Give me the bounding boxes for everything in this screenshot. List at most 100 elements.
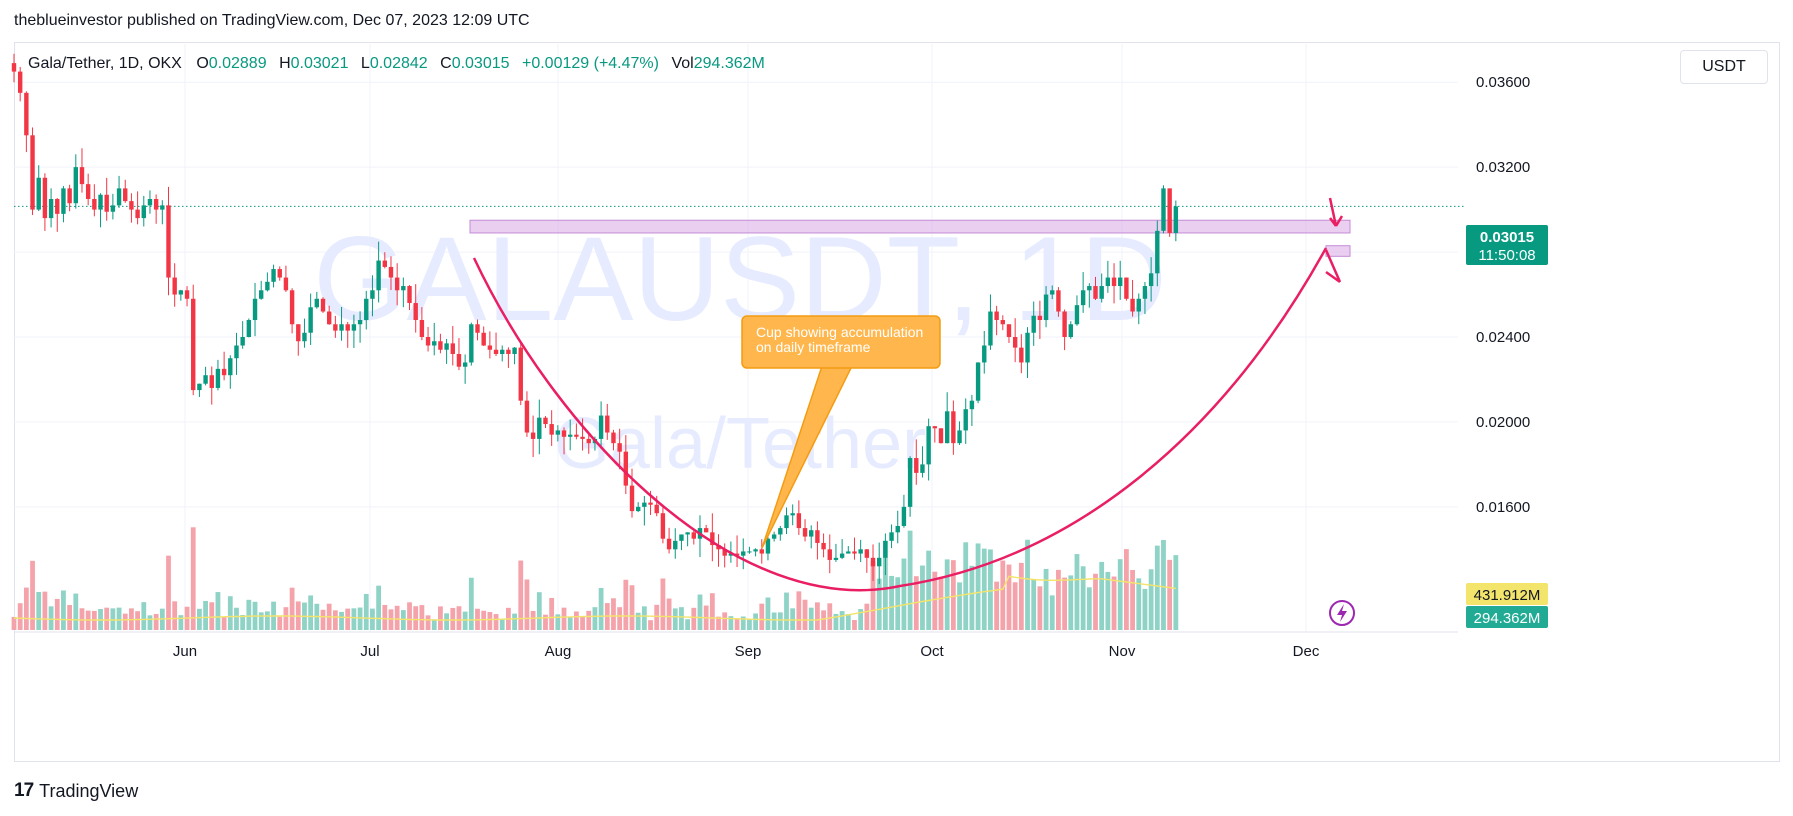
candle-body[interactable] xyxy=(883,540,888,558)
candle-body[interactable] xyxy=(30,135,35,210)
volume-bar[interactable] xyxy=(555,614,561,630)
volume-bar[interactable] xyxy=(1130,569,1135,630)
volume-bar[interactable] xyxy=(815,602,820,630)
candle-body[interactable] xyxy=(326,311,332,325)
candle-body[interactable] xyxy=(1050,290,1055,295)
candle-body[interactable] xyxy=(135,209,140,219)
candle-body[interactable] xyxy=(1105,277,1111,287)
candle-body[interactable] xyxy=(1111,277,1117,287)
volume-bar[interactable] xyxy=(932,571,938,630)
candle-body[interactable] xyxy=(524,400,530,433)
volume-bar[interactable] xyxy=(42,591,48,630)
volume-bar[interactable] xyxy=(858,609,864,630)
candle-body[interactable] xyxy=(1074,305,1080,325)
candle-body[interactable] xyxy=(839,553,845,558)
candle-body[interactable] xyxy=(827,549,832,560)
candle-body[interactable] xyxy=(357,320,363,325)
candle-body[interactable] xyxy=(228,358,233,376)
candle-body[interactable] xyxy=(172,277,177,295)
volume-bar[interactable] xyxy=(1068,575,1074,630)
volume-bar[interactable] xyxy=(876,578,882,630)
volume-bar[interactable] xyxy=(759,603,765,630)
candle-body[interactable] xyxy=(11,63,17,72)
volume-bar[interactable] xyxy=(641,606,647,630)
volume-bar[interactable] xyxy=(889,575,894,630)
volume-bar[interactable] xyxy=(536,592,542,630)
candle-body[interactable] xyxy=(703,528,709,533)
candle-body[interactable] xyxy=(481,332,486,346)
candle-body[interactable] xyxy=(500,349,505,354)
candle-body[interactable] xyxy=(388,266,394,278)
volume-bar[interactable] xyxy=(308,595,314,630)
volume-bar[interactable] xyxy=(172,601,178,630)
volume-bar[interactable] xyxy=(567,617,573,630)
volume-bar[interactable] xyxy=(1056,569,1061,630)
candle-body[interactable] xyxy=(784,515,789,529)
candle-body[interactable] xyxy=(734,553,740,556)
candle-body[interactable] xyxy=(376,260,381,291)
candle-body[interactable] xyxy=(1142,286,1148,299)
volume-bar[interactable] xyxy=(963,542,969,630)
candle-body[interactable] xyxy=(425,337,431,346)
candle-body[interactable] xyxy=(759,549,764,554)
candle-body[interactable] xyxy=(104,194,109,212)
volume-bar[interactable] xyxy=(209,602,215,630)
candle-body[interactable] xyxy=(623,451,629,486)
candle-body[interactable] xyxy=(153,198,159,210)
volume-bar[interactable] xyxy=(413,606,419,630)
candle-body[interactable] xyxy=(432,341,437,346)
annotation-callout[interactable]: Cup showing accumulation on daily timefr… xyxy=(741,315,941,549)
breakout-arrow[interactable] xyxy=(1324,197,1344,284)
candle-body[interactable] xyxy=(308,307,313,333)
candle-body[interactable] xyxy=(351,324,357,331)
candle-body[interactable] xyxy=(920,464,925,473)
candle-body[interactable] xyxy=(1000,320,1005,325)
candle-body[interactable] xyxy=(259,290,264,299)
volume-bar[interactable] xyxy=(339,611,344,630)
volume-bar[interactable] xyxy=(438,606,443,630)
candle-body[interactable] xyxy=(629,485,635,512)
candle-body[interactable] xyxy=(518,347,523,401)
candle-body[interactable] xyxy=(753,549,758,552)
volume-bar[interactable] xyxy=(468,577,474,630)
volume-bar[interactable] xyxy=(400,610,406,630)
candle-body[interactable] xyxy=(605,415,610,433)
candle-body[interactable] xyxy=(815,530,820,543)
candle-body[interactable] xyxy=(586,438,591,444)
candle-body[interactable] xyxy=(234,345,239,359)
candle-body[interactable] xyxy=(493,349,499,354)
volume-bar[interactable] xyxy=(264,611,270,630)
candle-body[interactable] xyxy=(506,349,511,354)
volume-bar[interactable] xyxy=(753,613,758,630)
volume-bar[interactable] xyxy=(784,592,789,630)
volume-bar[interactable] xyxy=(320,609,326,630)
volume-bar[interactable] xyxy=(17,603,23,630)
volume-bar[interactable] xyxy=(444,613,449,630)
volume-bar[interactable] xyxy=(926,550,932,630)
candle-body[interactable] xyxy=(635,506,641,512)
volume-bar[interactable] xyxy=(672,608,678,630)
volume-bar[interactable] xyxy=(691,607,697,630)
candle-body[interactable] xyxy=(685,532,690,535)
volume-bar[interactable] xyxy=(289,587,295,630)
volume-bar[interactable] xyxy=(882,540,888,630)
volume-bar[interactable] xyxy=(166,555,171,630)
candle-body[interactable] xyxy=(345,324,350,331)
candle-body[interactable] xyxy=(314,298,320,308)
volume-bar[interactable] xyxy=(685,619,691,630)
lightning-icon[interactable] xyxy=(1329,600,1355,626)
candle-body[interactable] xyxy=(129,201,134,210)
candle-body[interactable] xyxy=(994,311,999,321)
candle-body[interactable] xyxy=(141,205,146,219)
candle-body[interactable] xyxy=(1062,311,1067,337)
candle-body[interactable] xyxy=(1006,324,1012,337)
volume-bar[interactable] xyxy=(666,598,672,630)
volume-bar[interactable] xyxy=(407,602,412,630)
candle-body[interactable] xyxy=(802,528,808,537)
candle-body[interactable] xyxy=(1012,337,1018,348)
volume-bar[interactable] xyxy=(153,613,159,630)
volume-bar[interactable] xyxy=(116,607,122,630)
candle-body[interactable] xyxy=(487,345,493,350)
volume-bar[interactable] xyxy=(586,610,592,630)
volume-bar[interactable] xyxy=(1086,587,1092,630)
